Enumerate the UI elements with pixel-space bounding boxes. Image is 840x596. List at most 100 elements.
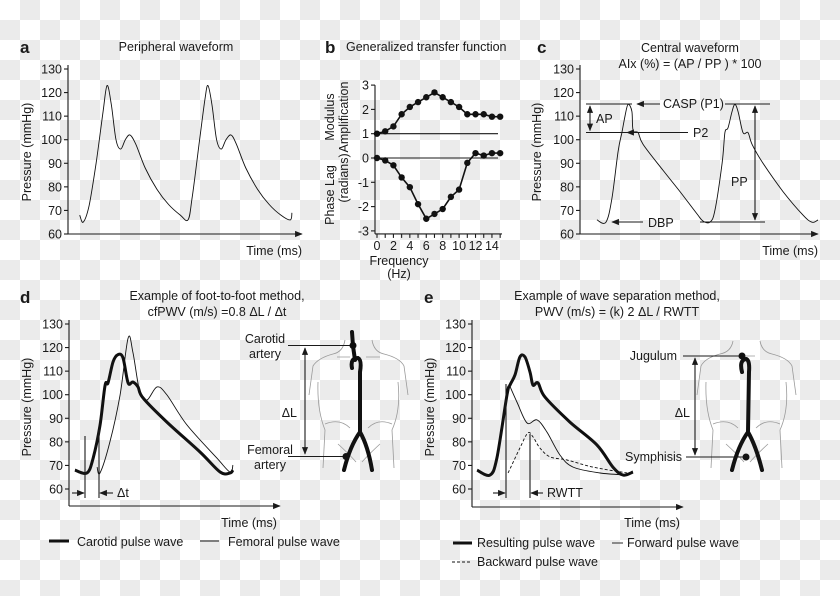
panel-letter: e <box>424 288 433 307</box>
modulus-point <box>431 89 438 96</box>
modulus-point <box>496 113 504 120</box>
x-axis-label: Time (ms) <box>624 516 680 530</box>
y-axis-label-modulus: Modulus <box>323 93 337 140</box>
legend-label-backward: Backward pulse wave <box>477 555 598 569</box>
y-tick-label: 100 <box>42 388 63 402</box>
phase-lag-point <box>398 174 405 181</box>
x-axis-label: Time (ms) <box>221 516 277 530</box>
jugulum-label: Jugulum <box>630 349 677 363</box>
panel-title: Example of foot-to-foot method, <box>129 289 304 303</box>
y-axis-label: Pressure (mmHg) <box>423 358 437 457</box>
y-tick-label: 110 <box>554 110 574 124</box>
phase-lag-point <box>455 186 463 193</box>
casp-label: CASP (P1) <box>663 97 724 111</box>
y-tick-label: 60 <box>452 483 466 497</box>
legend-label-femoral: Femoral pulse wave <box>228 535 340 549</box>
phase-lag-point <box>431 210 438 218</box>
x-axis-label: Frequency <box>369 254 429 268</box>
legend: Resulting pulse wave Forward pulse wave … <box>452 536 739 569</box>
modulus-line <box>376 91 501 135</box>
series-line-femoral-pulse-wave <box>96 335 234 475</box>
y-tick-label: 100 <box>41 133 62 147</box>
panel-title: Central waveform <box>641 41 739 55</box>
y-tick-label: 70 <box>49 459 63 473</box>
x-tick-label: 2 <box>390 239 397 253</box>
panel-e: e Example of wave separation method, PWV… <box>423 288 797 569</box>
jugulum-dot <box>738 352 746 360</box>
modulus-point <box>406 103 414 111</box>
legend-label-forward: Forward pulse wave <box>627 536 739 550</box>
x-tick-label: 0 <box>374 239 381 253</box>
y-tick-label: 1 <box>362 127 369 141</box>
panel-title: Example of wave separation method, <box>514 289 720 303</box>
phase-lag-point <box>488 149 496 157</box>
femoral-label-2: artery <box>254 458 287 472</box>
rwtt-label: RWTT <box>547 486 583 500</box>
panel-c: c Central waveform AIx (%) = (AP / PP ) … <box>530 38 819 258</box>
modulus-point <box>488 113 496 120</box>
panel-title: Peripheral waveform <box>119 40 234 54</box>
legend-label-resulting: Resulting pulse wave <box>477 536 595 550</box>
y-tick-label: 70 <box>452 459 466 473</box>
phase-lag-point <box>406 183 414 191</box>
y-tick-label: 130 <box>41 63 62 77</box>
y-tick-label: -1 <box>358 176 369 190</box>
y-tick-label: 130 <box>445 318 466 332</box>
panel-formula: AIx (%) = (AP / PP ) * 100 <box>619 57 762 71</box>
x-tick-label: 12 <box>469 239 483 253</box>
femoral-dot <box>342 453 350 460</box>
x-axis-label: Time (ms) <box>246 244 302 258</box>
phase-lag-point <box>423 215 430 222</box>
phase-lag-point <box>464 159 471 167</box>
x-tick-label: 14 <box>485 239 499 253</box>
phase-lag-point <box>447 193 455 201</box>
modulus-point <box>382 128 389 135</box>
y-axis-label-amplification: Amplification <box>337 82 351 153</box>
carotid-label-2: artery <box>249 347 282 361</box>
panel-formula: PWV (m/s) = (k) 2 ΔL / RWTT <box>535 305 700 319</box>
y-tick-label: 90 <box>560 157 574 171</box>
y-tick-label: 120 <box>42 341 63 355</box>
phase-lag-point <box>472 149 479 157</box>
phase-lag-point <box>439 205 446 213</box>
dbp-label: DBP <box>648 216 674 230</box>
panel-title: Generalized transfer function <box>346 40 507 54</box>
phase-lag-point <box>480 152 487 159</box>
y-tick-label: 70 <box>48 204 62 218</box>
carotid-label: Carotid <box>245 332 285 346</box>
y-tick-label: 90 <box>48 157 62 171</box>
x-axis-unit: (Hz) <box>387 267 411 281</box>
y-axis-label: Pressure (mmHg) <box>530 103 544 202</box>
y-axis-label-phase-lag: Phase Lag <box>323 165 337 225</box>
legend: Carotid pulse wave Femoral pulse wave <box>49 535 340 549</box>
modulus-point <box>455 103 463 111</box>
panel-b: b Generalized transfer function Modulus … <box>323 38 507 281</box>
legend-label-carotid: Carotid pulse wave <box>77 535 183 549</box>
series-line-0 <box>79 85 293 223</box>
aorta <box>730 356 764 472</box>
series-line-0 <box>596 103 819 224</box>
y-tick-label: 80 <box>49 435 63 449</box>
rwtt-marker: RWTT <box>493 384 583 500</box>
body-diagram: ΔL Carotid artery Femoral artery <box>245 330 409 472</box>
x-axis-label: Time (ms) <box>762 244 818 258</box>
body-diagram: ΔL Jugulum Symphisis <box>625 340 797 472</box>
y-tick-label: -3 <box>358 224 369 238</box>
modulus-point <box>373 130 381 137</box>
delta-t-label: Δt <box>117 486 129 500</box>
modulus-point <box>423 94 430 101</box>
modulus-point <box>472 111 479 118</box>
pp-label: PP <box>731 175 748 189</box>
femoral-label: Femoral <box>247 443 293 457</box>
phase-lag-point <box>390 162 397 169</box>
y-tick-label: 80 <box>48 180 62 194</box>
y-tick-label: 60 <box>48 228 62 242</box>
x-tick-label: 8 <box>439 239 446 253</box>
aorta <box>342 330 374 472</box>
y-tick-label: 70 <box>560 204 574 218</box>
ap-label: AP <box>596 112 613 126</box>
modulus-point <box>464 111 471 118</box>
series-line-resulting-pulse-wave <box>476 353 634 477</box>
y-tick-label: 90 <box>452 412 466 426</box>
